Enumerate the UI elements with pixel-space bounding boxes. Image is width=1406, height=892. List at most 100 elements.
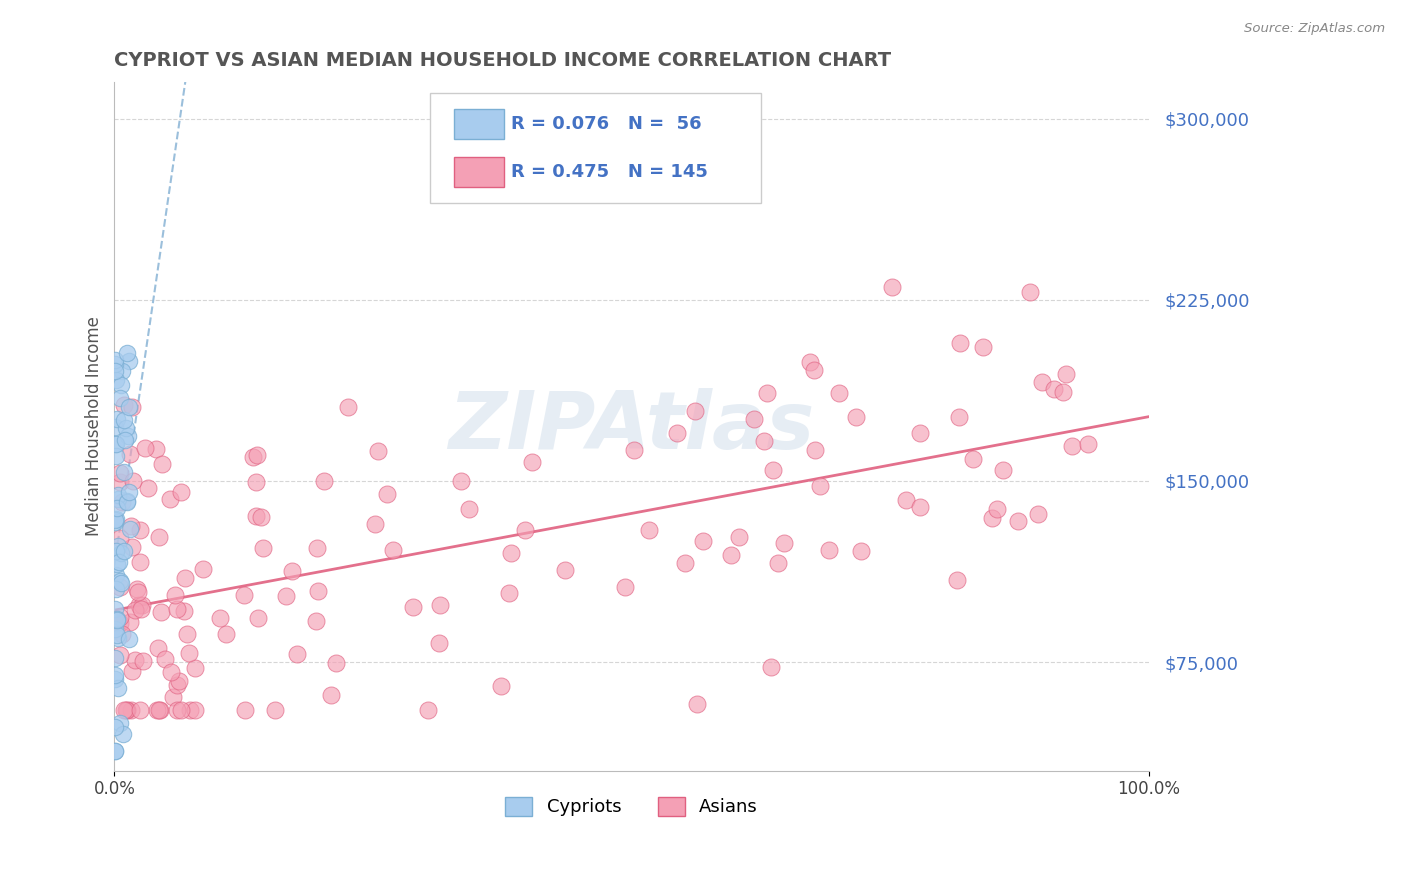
Point xyxy=(104,582,127,596)
Point xyxy=(685,403,707,417)
Point xyxy=(177,646,200,660)
Point xyxy=(170,484,193,499)
Point xyxy=(169,703,191,717)
Point xyxy=(150,605,173,619)
Point xyxy=(118,354,141,368)
Point xyxy=(246,448,269,462)
Point xyxy=(458,502,481,516)
Point xyxy=(118,484,141,499)
Point xyxy=(382,542,405,557)
Point xyxy=(1060,439,1083,453)
Point xyxy=(808,479,831,493)
Point xyxy=(367,444,389,458)
Point xyxy=(179,703,201,717)
FancyBboxPatch shape xyxy=(430,93,761,202)
Point xyxy=(105,567,128,582)
Point xyxy=(742,412,765,426)
Point xyxy=(107,631,129,645)
Point xyxy=(125,582,148,596)
Point xyxy=(118,400,141,414)
Point xyxy=(105,557,128,571)
Point xyxy=(132,654,155,668)
Point xyxy=(129,602,152,616)
Point xyxy=(115,494,138,508)
Point xyxy=(111,495,134,509)
Point xyxy=(166,678,188,692)
Point xyxy=(104,744,127,758)
Point xyxy=(804,442,827,457)
Point xyxy=(307,584,329,599)
Point xyxy=(146,703,169,717)
Point xyxy=(498,585,520,599)
Point xyxy=(104,357,127,371)
Point xyxy=(972,340,994,354)
Point xyxy=(118,615,141,630)
Point xyxy=(773,536,796,550)
Point xyxy=(108,531,131,545)
Point xyxy=(364,516,387,531)
Point xyxy=(121,540,143,554)
Point xyxy=(949,336,972,351)
Point xyxy=(104,449,127,463)
Point xyxy=(173,571,195,585)
Point xyxy=(114,421,136,435)
Point xyxy=(131,599,153,613)
Point xyxy=(112,544,135,558)
Point xyxy=(162,690,184,704)
Point xyxy=(107,412,129,426)
Point xyxy=(910,426,932,441)
Point xyxy=(768,556,790,570)
Point xyxy=(108,467,131,481)
Point xyxy=(159,492,181,507)
Point xyxy=(110,546,132,560)
Point xyxy=(120,519,142,533)
Point xyxy=(245,508,267,523)
Point xyxy=(110,575,132,590)
Point xyxy=(160,665,183,680)
Point xyxy=(120,447,142,461)
Point xyxy=(104,364,127,378)
Point xyxy=(894,492,917,507)
Point xyxy=(112,398,135,412)
Point xyxy=(104,602,127,616)
Point xyxy=(115,346,138,360)
Point xyxy=(104,513,127,527)
Point xyxy=(166,703,188,717)
Point xyxy=(105,613,128,627)
Point xyxy=(1052,385,1074,400)
Point xyxy=(112,413,135,427)
Point xyxy=(166,601,188,615)
Point xyxy=(1043,382,1066,396)
Point xyxy=(986,502,1008,516)
Point xyxy=(325,656,347,670)
Point xyxy=(1077,437,1099,451)
Point xyxy=(105,628,128,642)
Point xyxy=(107,491,129,506)
Point xyxy=(184,703,207,717)
Point xyxy=(184,661,207,675)
Point xyxy=(104,673,127,687)
Point xyxy=(110,377,132,392)
Point xyxy=(129,524,152,538)
Point xyxy=(246,610,269,624)
Point xyxy=(312,474,335,488)
Point xyxy=(305,541,328,555)
Point xyxy=(249,510,271,524)
Point xyxy=(104,744,127,758)
Point xyxy=(692,533,714,548)
Point xyxy=(513,524,536,538)
Point xyxy=(193,561,215,575)
FancyBboxPatch shape xyxy=(454,157,505,187)
Point xyxy=(613,580,636,594)
Point xyxy=(245,475,267,489)
Text: R = 0.475   N = 145: R = 0.475 N = 145 xyxy=(510,163,707,181)
Point xyxy=(948,409,970,424)
Point xyxy=(110,581,132,595)
Point xyxy=(111,364,134,378)
Point xyxy=(149,703,172,717)
Point xyxy=(1031,375,1053,389)
Point xyxy=(818,543,841,558)
Point xyxy=(402,600,425,615)
Point xyxy=(673,556,696,570)
Point xyxy=(108,555,131,569)
